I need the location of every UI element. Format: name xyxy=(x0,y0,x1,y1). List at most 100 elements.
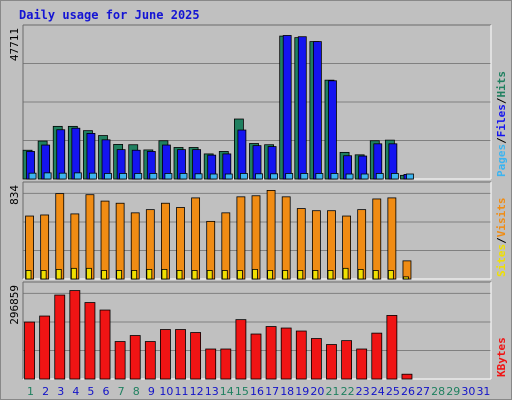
bar-files-5 xyxy=(86,133,96,180)
day-tick-label: 4 xyxy=(72,385,79,398)
bar-pages-14 xyxy=(224,173,233,180)
bar-sites-17 xyxy=(267,270,273,280)
bar-pages-2 xyxy=(43,172,52,180)
bar-pages-9 xyxy=(149,173,158,180)
bar-sites-19 xyxy=(297,270,304,280)
bar-sites-25 xyxy=(387,270,394,280)
bar-kbytes-15 xyxy=(235,319,247,380)
bar-sites-7 xyxy=(116,270,123,280)
day-tick-label: 19 xyxy=(295,385,309,398)
bar-visits-19 xyxy=(296,208,306,280)
day-tick-label: 24 xyxy=(371,385,385,398)
bar-visits-9 xyxy=(145,209,155,280)
bar-sites-8 xyxy=(131,270,138,280)
bar-kbytes-25 xyxy=(386,315,398,380)
bar-kbytes-18 xyxy=(280,327,292,380)
panel-label-part: Files xyxy=(495,104,508,137)
bar-sites-12 xyxy=(191,270,198,280)
panel-label-part: / xyxy=(495,137,508,144)
panel-label-part: Visits xyxy=(495,198,508,238)
y-max-label-top: 47711 xyxy=(8,28,21,61)
day-tick-label: 8 xyxy=(133,385,140,398)
day-tick-label: 2 xyxy=(42,385,49,398)
day-tick-label: 31 xyxy=(476,385,490,398)
day-tick-label: 17 xyxy=(265,385,279,398)
day-tick-label: 22 xyxy=(341,385,355,398)
bar-pages-8 xyxy=(134,173,143,180)
chart-title: Daily usage for June 2025 xyxy=(19,8,200,22)
day-tick-label: 21 xyxy=(325,385,339,398)
bar-sites-4 xyxy=(70,267,77,280)
bar-pages-1 xyxy=(28,172,37,180)
bar-pages-13 xyxy=(209,173,218,180)
panel-label-part: / xyxy=(495,237,508,244)
bar-kbytes-4 xyxy=(69,290,81,380)
bar-visits-6 xyxy=(100,200,110,280)
bar-pages-16 xyxy=(255,173,263,180)
bar-kbytes-6 xyxy=(99,309,111,380)
bar-pages-22 xyxy=(345,173,354,180)
day-tick-label: 16 xyxy=(250,385,264,398)
y-max-label-mid: 834 xyxy=(8,185,21,205)
bar-sites-24 xyxy=(372,270,379,280)
day-tick-label: 27 xyxy=(416,385,430,398)
bar-files-4 xyxy=(71,127,81,180)
bar-visits-26 xyxy=(402,260,412,280)
panel-label-part: KBytes xyxy=(495,337,508,377)
panel-label-top: Pages/Files/Hits xyxy=(495,71,508,177)
bar-pages-12 xyxy=(194,173,203,180)
bar-pages-15 xyxy=(240,173,248,180)
bar-visits-3 xyxy=(55,193,65,280)
bar-visits-5 xyxy=(85,194,95,280)
bar-sites-9 xyxy=(146,268,153,280)
bar-sites-5 xyxy=(86,267,92,280)
y-max-label-bot: 296859 xyxy=(8,285,21,325)
bar-visits-8 xyxy=(130,212,140,280)
bar-kbytes-22 xyxy=(341,340,352,380)
day-tick-label: 23 xyxy=(356,385,370,398)
bar-kbytes-16 xyxy=(250,333,262,380)
bar-kbytes-17 xyxy=(265,326,277,380)
day-tick-label: 7 xyxy=(118,385,125,398)
bar-sites-3 xyxy=(55,268,62,280)
day-tick-label: 11 xyxy=(175,385,189,398)
bar-sites-22 xyxy=(342,267,349,280)
bar-sites-14 xyxy=(221,270,228,280)
bar-visits-2 xyxy=(40,214,50,280)
panel-label-bot: KBytes xyxy=(495,337,508,377)
day-tick-label: 26 xyxy=(401,385,415,398)
bar-pages-7 xyxy=(119,173,128,180)
bar-pages-19 xyxy=(300,173,309,180)
bar-visits-7 xyxy=(115,202,125,280)
day-tick-label: 20 xyxy=(310,385,324,398)
bar-pages-20 xyxy=(315,173,324,180)
bar-kbytes-10 xyxy=(160,329,171,380)
bar-kbytes-12 xyxy=(190,332,202,380)
bar-sites-16 xyxy=(252,268,258,280)
bar-kbytes-20 xyxy=(310,338,322,380)
bar-visits-12 xyxy=(191,197,201,280)
bar-visits-25 xyxy=(387,197,397,280)
panel-label-part: Pages xyxy=(495,144,508,177)
bar-files-20 xyxy=(312,41,322,180)
bar-kbytes-23 xyxy=(356,348,368,380)
bar-kbytes-14 xyxy=(220,348,232,380)
bar-sites-26 xyxy=(403,276,409,280)
day-tick-label: 25 xyxy=(386,385,400,398)
bar-pages-3 xyxy=(58,172,67,180)
day-tick-label: 9 xyxy=(148,385,155,398)
bar-kbytes-3 xyxy=(54,294,66,380)
panel-label-mid: Sites/Visits xyxy=(495,198,508,278)
bar-kbytes-13 xyxy=(205,348,217,380)
bar-pages-23 xyxy=(360,173,369,180)
day-tick-label: 3 xyxy=(57,385,64,398)
bar-sites-23 xyxy=(357,268,364,280)
bar-pages-18 xyxy=(285,173,294,180)
bar-sites-20 xyxy=(312,270,319,280)
bar-kbytes-7 xyxy=(114,341,126,380)
bar-files-3 xyxy=(56,129,66,180)
panel-label-part: / xyxy=(495,97,508,104)
bar-files-19 xyxy=(297,36,307,180)
